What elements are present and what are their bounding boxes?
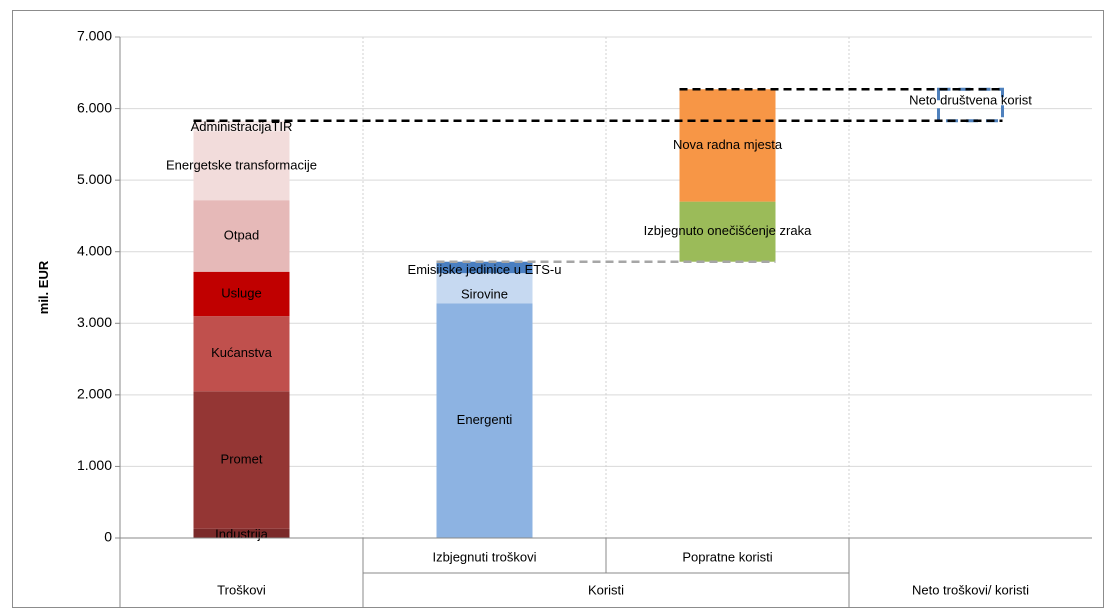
y-tick-label: 5.000 [77,171,112,187]
segment-labels-layer: Industrija Promet Kućanstva Usluge Otpad Ener… [166,93,1032,542]
segment-label: Industrija [215,526,269,541]
bar-segment [436,261,533,274]
segment-label: Energetske transformacije [166,157,317,172]
axis-layer: 0 1.000 2.000 3.000 4.000 5.000 6.000 7.000 mil.… [36,28,121,608]
segment-label: Emisijske jedinice u ETS-u [408,262,562,277]
category-axis-layer: Izbjegnuti troškovi Popratne koristi Trošk… [120,537,1092,608]
bar-segment [436,303,533,538]
y-tick-label: 4.000 [77,242,112,258]
bar-segment [193,316,290,392]
bar-segment [193,528,290,538]
bar-segment [193,120,290,132]
y-tick-label: 3.000 [77,314,112,330]
bar-segment [193,271,290,317]
net-label: Neto društvena korist [909,93,1032,108]
bar-segment [193,200,290,272]
y-tick-label: 0 [104,529,112,545]
segment-label: Usluge [221,285,261,300]
segment-label: AdministracijaTIR [191,119,293,134]
segment-label: Izbjegnuto onečišćenje zraka [644,223,812,238]
y-tick-label: 1.000 [77,457,112,473]
y-tick-label: 2.000 [77,386,112,402]
bar-segment [436,273,533,304]
bar-segment [193,391,290,529]
y-axis-label: mil. EUR [36,260,51,314]
group-label: Neto troškovi/ koristi [912,582,1029,597]
category-label: Izbjegnuti troškovi [432,549,536,564]
segment-label: Kućanstva [211,345,272,360]
bar-segment [193,131,290,201]
segment-label: Otpad [224,227,259,242]
reference-lines-layer [193,87,1003,263]
bar-segment [679,89,776,202]
segment-label: Nova radna mjesta [673,137,783,152]
segment-label: Sirovine [461,287,508,302]
y-tick-label: 6.000 [77,99,112,115]
y-tick-label: 7.000 [77,28,112,44]
group-label: Koristi [588,582,624,597]
segment-label: Energenti [457,412,513,427]
bars-layer [193,87,1004,538]
segment-label: Promet [221,451,263,466]
bar-segment [679,201,776,262]
category-label: Popratne koristi [682,549,772,564]
group-label: Troškovi [217,582,266,597]
